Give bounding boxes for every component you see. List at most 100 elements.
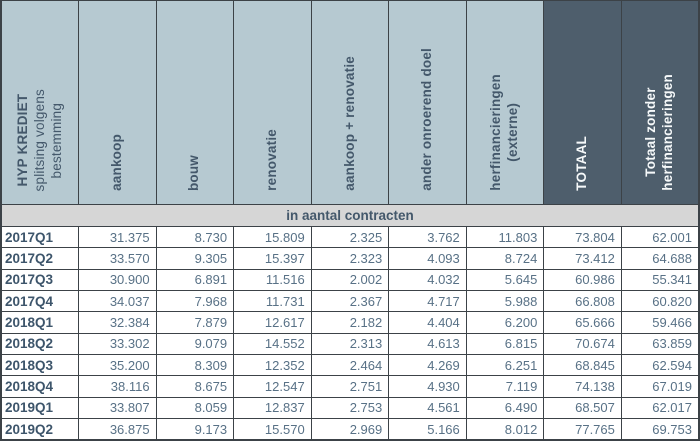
value-cell: 3.762 (388, 225, 467, 249)
value-cell: 30.900 (78, 268, 157, 292)
value-cell: 59.466 (620, 311, 700, 334)
value-cell: 74.138 (543, 375, 622, 398)
value-cell: 4.561 (388, 396, 467, 420)
value-cell: 8.309 (155, 354, 235, 377)
value-cell: 6.891 (155, 268, 235, 292)
value-cell: 60.820 (620, 290, 700, 313)
value-cell: 65.666 (543, 311, 622, 334)
value-cell: 9.079 (155, 332, 235, 356)
value-cell: 2.182 (310, 311, 390, 334)
value-cell: 33.302 (78, 332, 157, 356)
value-cell: 67.019 (620, 375, 700, 398)
value-cell: 2.751 (310, 375, 390, 398)
value-cell: 33.807 (78, 396, 157, 420)
table-title: HYP KREDIET splitsing volgens bestemming (15, 89, 66, 191)
value-cell: 7.879 (155, 311, 235, 334)
value-cell: 5.988 (465, 290, 545, 313)
value-cell: 2.313 (310, 332, 390, 356)
column-header-totaal-zonder-herfinancieringen: Totaal zonder herfinancieringen (620, 0, 700, 205)
table-row: 2018Q2 33.302 9.079 14.552 2.313 4.613 6… (0, 332, 700, 356)
value-cell: 4.717 (388, 290, 467, 313)
table-body: 2017Q1 31.375 8.730 15.809 2.325 3.762 1… (0, 225, 700, 441)
value-cell: 36.875 (78, 418, 157, 441)
corner-header-cell: HYP KREDIET splitsing volgens bestemming (0, 0, 80, 205)
value-cell: 73.804 (543, 225, 622, 249)
value-cell: 62.001 (620, 225, 700, 249)
column-header-bouw: bouw (155, 0, 235, 205)
value-cell: 32.384 (78, 311, 157, 334)
value-cell: 7.119 (465, 375, 545, 398)
value-cell: 34.037 (78, 290, 157, 313)
value-cell: 2.323 (310, 247, 390, 270)
value-cell: 2.002 (310, 268, 390, 292)
row-label: 2018Q4 (0, 375, 80, 398)
unit-band-label: in aantal contracten (0, 204, 700, 227)
table-row: 2017Q1 31.375 8.730 15.809 2.325 3.762 1… (0, 225, 700, 249)
row-label: 2019Q2 (0, 418, 80, 441)
value-cell: 6.251 (465, 354, 545, 377)
value-cell: 4.093 (388, 247, 467, 270)
table-row: 2019Q2 36.875 9.173 15.570 2.969 5.166 8… (0, 418, 700, 441)
value-cell: 70.674 (543, 332, 622, 356)
value-cell: 8.675 (155, 375, 235, 398)
value-cell: 11.803 (465, 225, 545, 249)
value-cell: 62.594 (620, 354, 700, 377)
value-cell: 64.688 (620, 247, 700, 270)
value-cell: 5.645 (465, 268, 545, 292)
value-cell: 69.753 (620, 418, 700, 441)
value-cell: 38.116 (78, 375, 157, 398)
value-cell: 60.986 (543, 268, 622, 292)
value-cell: 15.570 (233, 418, 312, 441)
table-row: 2018Q3 35.200 8.309 12.352 2.464 4.269 6… (0, 354, 700, 377)
row-label: 2017Q2 (0, 247, 80, 270)
value-cell: 6.490 (465, 396, 545, 420)
value-cell: 4.032 (388, 268, 467, 292)
column-header-aankoop: aankoop (78, 0, 157, 205)
value-cell: 12.352 (233, 354, 312, 377)
table-row: 2018Q1 32.384 7.879 12.617 2.182 4.404 6… (0, 311, 700, 334)
header-row: HYP KREDIET splitsing volgens bestemming … (0, 0, 700, 205)
value-cell: 68.507 (543, 396, 622, 420)
value-cell: 2.367 (310, 290, 390, 313)
row-label: 2017Q1 (0, 225, 80, 249)
value-cell: 2.969 (310, 418, 390, 441)
value-cell: 15.397 (233, 247, 312, 270)
value-cell: 31.375 (78, 225, 157, 249)
value-cell: 12.837 (233, 396, 312, 420)
value-cell: 66.808 (543, 290, 622, 313)
value-cell: 9.305 (155, 247, 235, 270)
row-label: 2018Q1 (0, 311, 80, 334)
column-header-ander-onroerend-doel: ander onroerend doel (388, 0, 467, 205)
value-cell: 33.570 (78, 247, 157, 270)
value-cell: 6.200 (465, 311, 545, 334)
value-cell: 35.200 (78, 354, 157, 377)
value-cell: 5.166 (388, 418, 467, 441)
table-row: 2018Q4 38.116 8.675 12.547 2.751 4.930 7… (0, 375, 700, 398)
table-row: 2017Q4 34.037 7.968 11.731 2.367 4.717 5… (0, 290, 700, 313)
value-cell: 8.059 (155, 396, 235, 420)
value-cell: 63.859 (620, 332, 700, 356)
column-header-aankoop-renovatie: aankoop + renovatie (310, 0, 390, 205)
value-cell: 2.325 (310, 225, 390, 249)
row-label: 2017Q4 (0, 290, 80, 313)
value-cell: 8.724 (465, 247, 545, 270)
column-header-herfinancieringen: herfinancieringen (externe) (465, 0, 545, 205)
value-cell: 11.516 (233, 268, 312, 292)
value-cell: 77.765 (543, 418, 622, 441)
table-title-main: HYP KREDIET (14, 93, 30, 187)
value-cell: 11.731 (233, 290, 312, 313)
table-row: 2017Q3 30.900 6.891 11.516 2.002 4.032 5… (0, 268, 700, 292)
value-cell: 4.269 (388, 354, 467, 377)
row-label: 2018Q3 (0, 354, 80, 377)
value-cell: 73.412 (543, 247, 622, 270)
value-cell: 4.404 (388, 311, 467, 334)
column-header-totaal: TOTAAL (543, 0, 622, 205)
value-cell: 4.930 (388, 375, 467, 398)
value-cell: 9.173 (155, 418, 235, 441)
value-cell: 12.617 (233, 311, 312, 334)
value-cell: 8.012 (465, 418, 545, 441)
table-row: 2017Q2 33.570 9.305 15.397 2.323 4.093 8… (0, 247, 700, 270)
value-cell: 6.815 (465, 332, 545, 356)
